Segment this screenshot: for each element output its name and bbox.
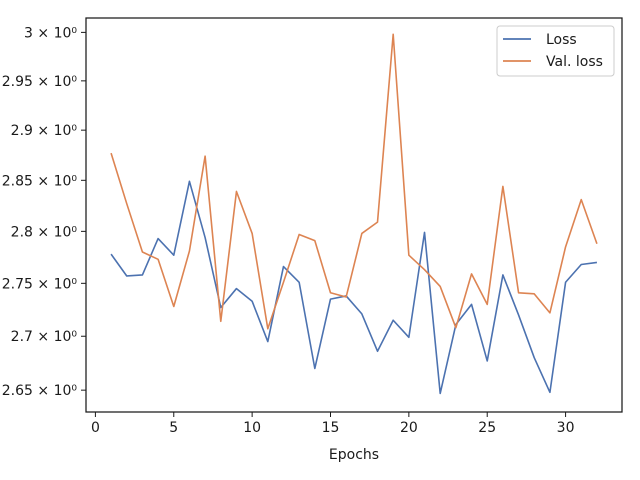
x-tick-label: 10 bbox=[243, 420, 261, 436]
x-axis-title: Epochs bbox=[329, 447, 379, 463]
y-axis-ticks: 2.65 × 10⁰ 2.7 × 10⁰ 2.75 × 10⁰ 2.8 × 10⁰ 2.… bbox=[2, 25, 86, 399]
x-tick-label: 5 bbox=[169, 420, 178, 436]
plot-frame bbox=[85, 17, 623, 413]
x-tick-label: 0 bbox=[91, 420, 100, 436]
y-tick-label: 2.75 × 10⁰ bbox=[2, 276, 78, 292]
x-tick-label: 30 bbox=[557, 420, 575, 436]
series-line-loss bbox=[110, 180, 598, 395]
series-layer bbox=[110, 33, 598, 395]
x-tick-label: 20 bbox=[400, 420, 418, 436]
legend-label: Val. loss bbox=[546, 54, 603, 70]
y-tick-label: 2.9 × 10⁰ bbox=[11, 123, 78, 139]
y-tick-label: 2.65 × 10⁰ bbox=[2, 383, 78, 399]
y-tick-label: 2.8 × 10⁰ bbox=[11, 224, 78, 240]
legend: Loss Val. loss bbox=[496, 25, 615, 77]
x-tick-label: 25 bbox=[478, 420, 496, 436]
series-line-val-loss bbox=[110, 33, 598, 330]
x-tick-label: 15 bbox=[322, 420, 340, 436]
legend-label: Loss bbox=[546, 32, 577, 48]
y-tick-label: 3 × 10⁰ bbox=[24, 25, 77, 41]
y-tick-label: 2.7 × 10⁰ bbox=[11, 329, 78, 345]
y-tick-label: 2.85 × 10⁰ bbox=[2, 173, 78, 189]
x-axis-ticks: 0 5 10 15 20 25 30 bbox=[91, 412, 575, 436]
y-tick-label: 2.95 × 10⁰ bbox=[2, 74, 78, 90]
